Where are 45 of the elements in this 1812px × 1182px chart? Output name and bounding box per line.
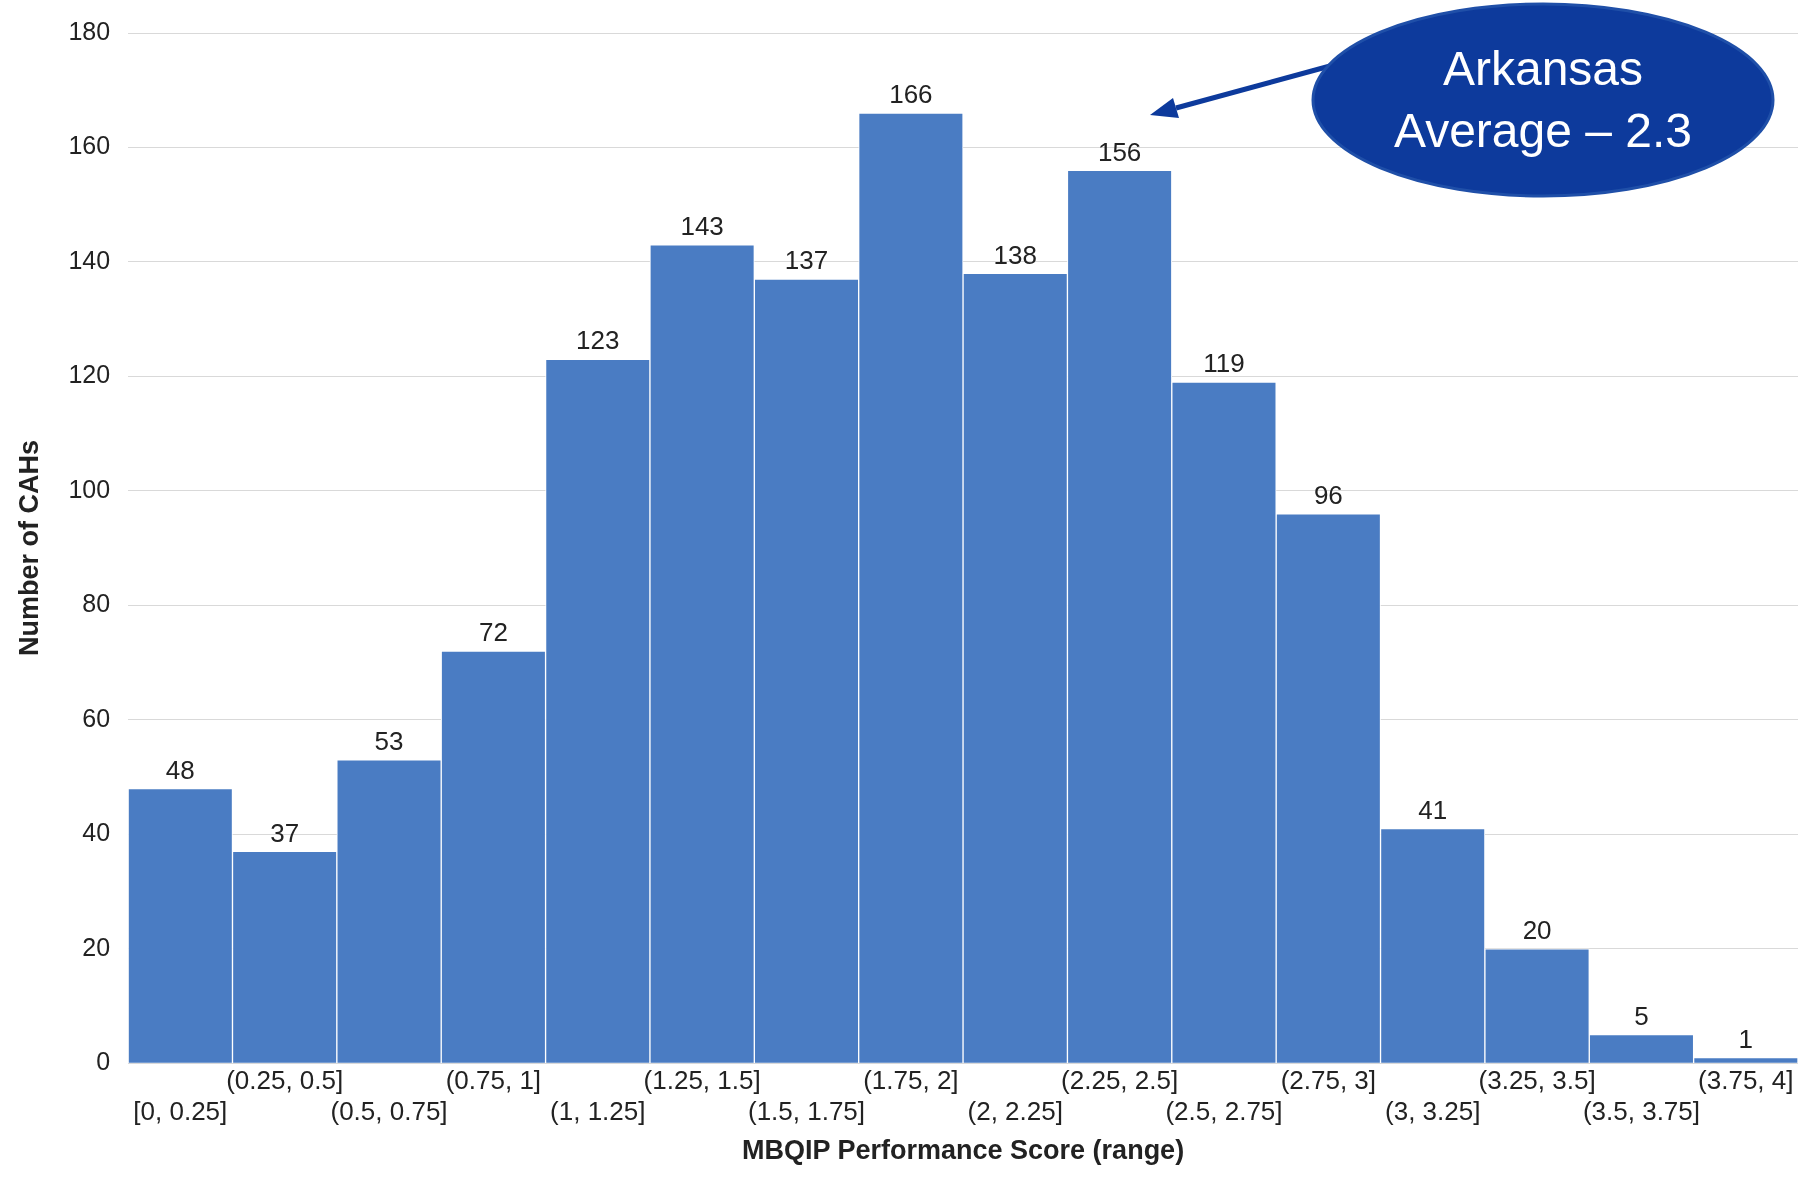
data-label: 138 bbox=[993, 239, 1037, 270]
data-label: 37 bbox=[270, 817, 300, 848]
data-label: 119 bbox=[1203, 348, 1245, 379]
x-axis-title: MBQIP Performance Score (range) bbox=[741, 1135, 1185, 1166]
annotation: Arkansas Average – 2.3 bbox=[1393, 41, 1693, 159]
x-tick-label: (3.25, 3.5] bbox=[1478, 1064, 1596, 1095]
y-tick-label: 0 bbox=[96, 1047, 111, 1076]
x-tick-label: (0.75, 1] bbox=[445, 1064, 542, 1095]
x-tick-label: (0.5, 0.75] bbox=[330, 1096, 448, 1127]
data-label: 137 bbox=[784, 245, 829, 276]
data-label: 143 bbox=[680, 210, 724, 241]
y-tick-label: 180 bbox=[68, 16, 111, 45]
x-tick-label: (3.5, 3.75] bbox=[1582, 1096, 1700, 1127]
data-label: 53 bbox=[374, 726, 404, 757]
x-tick-label: (1.5, 1.75] bbox=[747, 1096, 866, 1127]
x-tick-label: (2.5, 2.75] bbox=[1165, 1096, 1283, 1127]
x-tick-label: (2.25, 2.5] bbox=[1061, 1064, 1179, 1095]
x-tick-label: (0.25, 0.5] bbox=[226, 1064, 344, 1095]
y-tick-label: 40 bbox=[82, 818, 111, 847]
y-tick-label: 20 bbox=[82, 932, 111, 961]
data-label: 5 bbox=[1634, 1000, 1649, 1031]
data-label: 123 bbox=[576, 325, 620, 356]
y-tick-label: 160 bbox=[68, 131, 111, 160]
x-tick-label: [0, 0.25] bbox=[133, 1096, 228, 1127]
x-tick-label: (2, 2.25] bbox=[967, 1096, 1063, 1127]
x-tick-label: (1.75, 2] bbox=[863, 1064, 959, 1095]
y-tick-label: 60 bbox=[82, 703, 111, 732]
x-tick-label: (1, 1.25] bbox=[550, 1096, 646, 1127]
data-label: 96 bbox=[1313, 479, 1343, 510]
data-label: 156 bbox=[1097, 136, 1142, 167]
y-tick-label: 140 bbox=[68, 245, 111, 274]
x-tick-label: (2.75, 3] bbox=[1280, 1064, 1377, 1095]
y-tick-label: 100 bbox=[68, 474, 111, 503]
data-label: 20 bbox=[1522, 914, 1552, 945]
data-label: 48 bbox=[165, 754, 195, 785]
y-tick-label: 80 bbox=[82, 589, 111, 618]
data-label: 1 bbox=[1738, 1023, 1754, 1054]
data-label: 41 bbox=[1418, 794, 1448, 825]
y-axis-title: Number of CAHs bbox=[13, 440, 44, 657]
data-label: 166 bbox=[889, 79, 933, 110]
y-tick-label: 120 bbox=[68, 360, 111, 389]
data-label: 72 bbox=[478, 617, 508, 648]
x-tick-label: (1.25, 1.5] bbox=[643, 1064, 761, 1095]
x-tick-label: (3.75, 4] bbox=[1698, 1064, 1794, 1095]
x-tick-label: (3, 3.25] bbox=[1385, 1096, 1481, 1127]
